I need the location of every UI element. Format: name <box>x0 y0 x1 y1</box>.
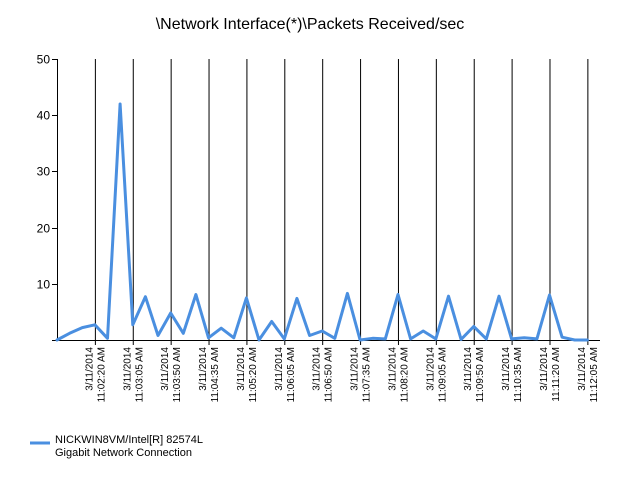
series-line-0 <box>55 102 589 342</box>
x-tick-time-4: 11:05:20 AM <box>248 347 259 402</box>
x-tick-date-4: 3/11/2014 <box>236 347 247 391</box>
x-tick-label-4: 3/11/2014 11:05:20 AM <box>236 347 259 403</box>
x-tick-time-5: 11:06:05 AM <box>286 347 297 402</box>
x-tick-date-11: 3/11/2014 <box>501 347 512 391</box>
x-tick-label-8: 3/11/2014 11:08:20 AM <box>387 347 410 403</box>
grid <box>94 59 589 340</box>
x-tick-time-8: 11:08:20 AM <box>399 347 410 402</box>
x-tick-time-6: 11:06:50 AM <box>324 347 335 402</box>
x-tick-label-9: 3/11/2014 11:09:05 AM <box>425 347 448 403</box>
x-tick-time-2: 11:03:50 AM <box>172 347 183 402</box>
x-axis-ticks: 3/11/2014 11:02:20 AM 3/11/2014 11:03:05 AM… <box>84 340 600 403</box>
x-tick-date-8: 3/11/2014 <box>387 347 398 391</box>
x-tick-label-7: 3/11/2014 11:07:35 AM <box>350 347 373 403</box>
x-tick-date-1: 3/11/2014 <box>122 347 133 391</box>
x-tick-date-9: 3/11/2014 <box>425 347 436 391</box>
x-tick-time-13: 11:12:05 AM <box>589 347 600 402</box>
x-tick-time-11: 11:10:35 AM <box>513 347 524 402</box>
x-tick-label-6: 3/11/2014 11:06:50 AM <box>312 347 335 403</box>
x-tick-date-0: 3/11/2014 <box>84 347 95 391</box>
x-tick-time-0: 11:02:20 AM <box>96 347 107 402</box>
x-tick-date-3: 3/11/2014 <box>198 347 209 391</box>
x-tick-date-10: 3/11/2014 <box>463 347 474 391</box>
x-tick-label-11: 3/11/2014 11:10:35 AM <box>501 347 524 403</box>
x-tick-date-6: 3/11/2014 <box>312 347 323 391</box>
series-layer <box>55 102 589 342</box>
y-tick-label-40: 40 <box>37 109 51 123</box>
legend-label-line1: NICKWIN8VM/Intel[R] 82574L <box>55 434 203 446</box>
y-tick-label-10: 10 <box>37 278 51 292</box>
legend-label-line2: Gigabit Network Connection <box>55 447 192 459</box>
x-tick-label-2: 3/11/2014 11:03:50 AM <box>160 347 183 403</box>
x-tick-date-2: 3/11/2014 <box>160 347 171 391</box>
x-tick-time-9: 11:09:05 AM <box>437 347 448 402</box>
x-tick-label-10: 3/11/2014 11:09:50 AM <box>463 347 486 403</box>
x-tick-label-12: 3/11/2014 11:11:20 AM <box>539 347 562 402</box>
x-tick-date-7: 3/11/2014 <box>350 347 361 391</box>
y-tick-label-20: 20 <box>37 222 51 236</box>
x-tick-time-1: 11:03:05 AM <box>134 347 145 402</box>
y-tick-label-30: 30 <box>37 165 51 179</box>
x-tick-label-3: 3/11/2014 11:04:35 AM <box>198 347 221 403</box>
chart-title: \Network Interface(*)\Packets Received/s… <box>156 16 465 33</box>
axes <box>57 59 600 341</box>
x-tick-label-5: 3/11/2014 11:06:05 AM <box>274 347 297 403</box>
x-tick-date-13: 3/11/2014 <box>577 347 588 391</box>
x-tick-time-3: 11:04:35 AM <box>210 347 221 402</box>
x-tick-date-5: 3/11/2014 <box>274 347 285 391</box>
x-tick-date-12: 3/11/2014 <box>539 347 550 391</box>
x-tick-time-12: 11:11:20 AM <box>551 347 562 402</box>
x-tick-label-0: 3/11/2014 11:02:20 AM <box>84 347 107 403</box>
x-tick-time-7: 11:07:35 AM <box>362 347 373 402</box>
y-tick-label-50: 50 <box>37 53 51 67</box>
legend: NICKWIN8VM/Intel[R] 82574L Gigabit Netwo… <box>30 434 203 459</box>
x-tick-label-13: 3/11/2014 11:12:05 AM <box>577 347 600 403</box>
x-tick-time-10: 11:09:50 AM <box>475 347 486 402</box>
y-axis-ticks: 10 20 30 40 50 <box>37 53 57 341</box>
x-tick-label-1: 3/11/2014 11:03:05 AM <box>122 347 145 403</box>
